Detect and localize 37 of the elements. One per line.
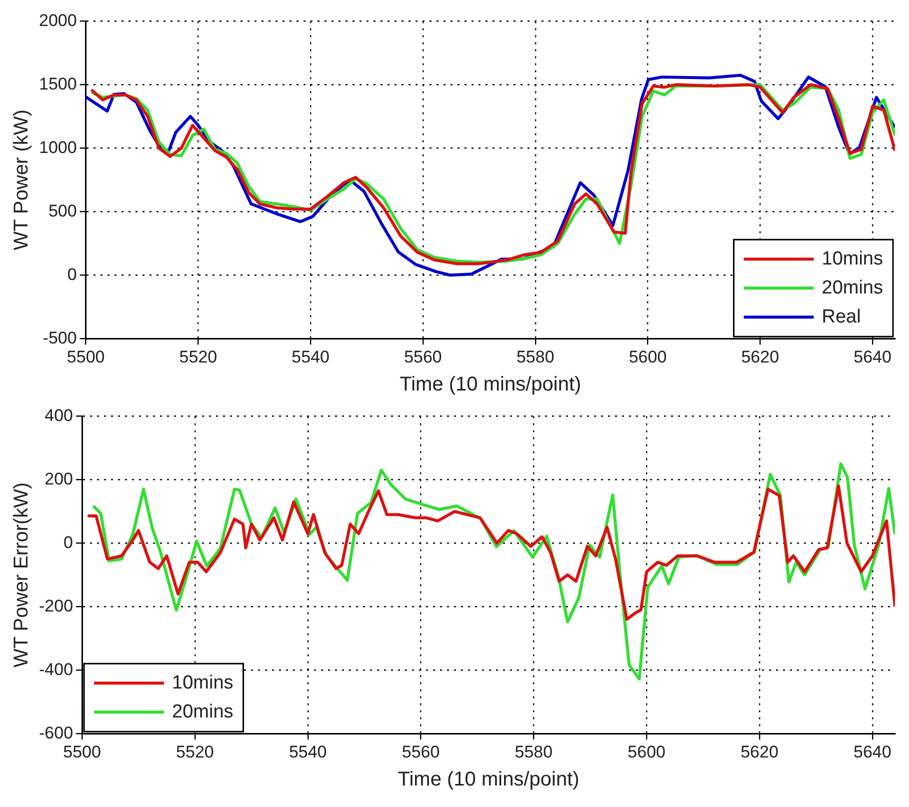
y-tick-label: -400 xyxy=(38,660,74,679)
y-tick-label: 1000 xyxy=(38,138,77,157)
x-tick-label: 5520 xyxy=(179,347,218,366)
y-tick-label: -500 xyxy=(42,328,77,348)
x-tick-label: 5640 xyxy=(854,347,892,366)
legend-label: 10mins xyxy=(172,672,234,694)
x-axis-title: Time (10 mins/point) xyxy=(400,374,582,396)
y-tick-label: 400 xyxy=(44,406,74,425)
y-tick-label: -600 xyxy=(38,723,74,742)
legend-label: 20mins xyxy=(822,277,883,298)
x-axis-title: Time (10 mins/point) xyxy=(398,768,580,791)
y-tick-label: 2000 xyxy=(38,10,77,30)
x-tick-label: 5540 xyxy=(288,742,327,762)
y-tick-label: -200 xyxy=(38,596,74,616)
x-tick-label: 5640 xyxy=(854,742,892,762)
x-tick-label: 5500 xyxy=(66,347,105,366)
x-tick-label: 5600 xyxy=(628,742,666,762)
x-tick-label: 5520 xyxy=(176,742,214,762)
y-tick-label: 1500 xyxy=(38,74,77,94)
y-tick-label: 0 xyxy=(64,532,74,552)
x-tick-label: 5600 xyxy=(628,347,667,366)
y-tick-label: 500 xyxy=(48,201,77,220)
x-tick-label: 5580 xyxy=(516,347,554,366)
legend-label: Real xyxy=(822,306,861,328)
x-tick-label: 5580 xyxy=(514,742,553,762)
y-axis-title: WT Power (kW) xyxy=(10,110,33,250)
x-tick-label: 5540 xyxy=(292,347,330,366)
y-tick-label: 0 xyxy=(67,264,77,284)
x-tick-label: 5560 xyxy=(404,347,442,366)
y-axis-title: WT Power Error(kW) xyxy=(10,482,33,668)
legend-label: 10mins xyxy=(822,248,883,270)
y-tick-label: 200 xyxy=(44,469,74,488)
x-tick-label: 5620 xyxy=(740,742,778,762)
x-tick-label: 5500 xyxy=(63,742,101,762)
x-tick-label: 5620 xyxy=(741,347,780,366)
x-tick-label: 5560 xyxy=(402,742,440,762)
legend-label: 20mins xyxy=(172,701,234,722)
